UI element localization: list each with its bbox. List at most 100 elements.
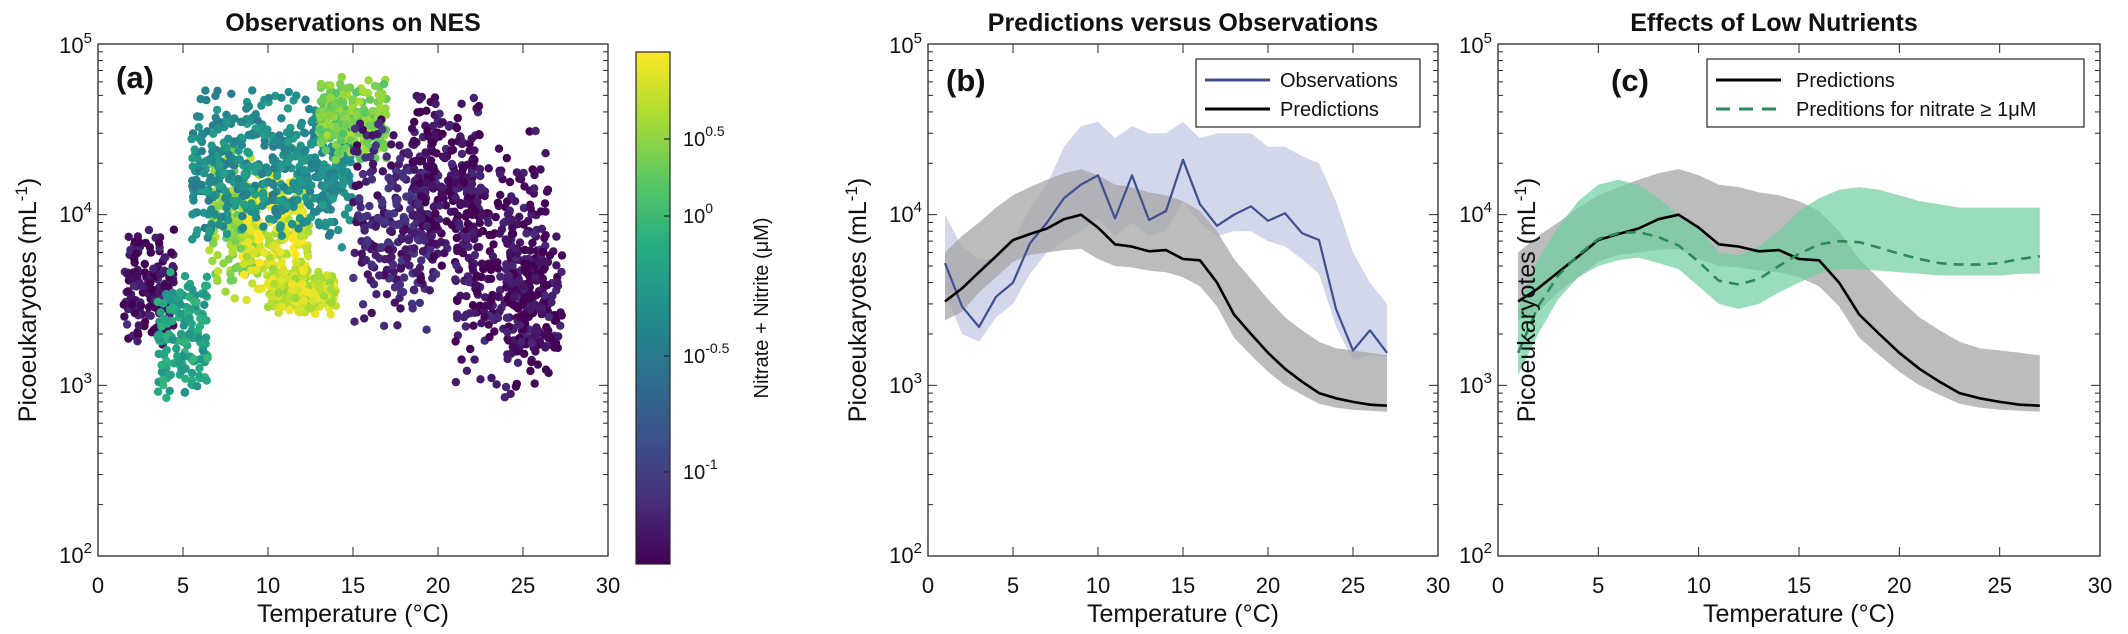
scatter-point xyxy=(382,290,392,299)
scatter-point xyxy=(407,299,417,308)
scatter-point xyxy=(519,297,528,306)
scatter-point xyxy=(557,251,567,260)
scatter-point xyxy=(371,222,380,231)
scatter-point xyxy=(318,164,327,173)
scatter-point xyxy=(300,165,309,175)
scatter-point xyxy=(492,380,501,389)
panel-b-xtick: 5 xyxy=(1007,573,1019,598)
scatter-point xyxy=(315,125,324,134)
colorbar-tick-label: 100.5 xyxy=(683,123,725,151)
scatter-point xyxy=(321,146,330,155)
panel-b-legend xyxy=(1195,58,1421,128)
panel-a-xtick: 20 xyxy=(426,573,450,598)
scatter-point xyxy=(378,167,387,176)
scatter-point xyxy=(289,178,298,188)
scatter-point xyxy=(515,212,524,221)
scatter-point xyxy=(191,291,200,300)
scatter-point xyxy=(396,264,405,273)
panel-a-xtick: 25 xyxy=(511,573,535,598)
scatter-point xyxy=(519,282,528,291)
scatter-point xyxy=(197,180,206,190)
scatter-point xyxy=(122,320,132,329)
scatter-point xyxy=(268,153,277,162)
scatter-point xyxy=(326,284,336,294)
scatter-point xyxy=(350,248,359,258)
scatter-point xyxy=(393,184,402,193)
scatter-point xyxy=(467,134,476,143)
scatter-point xyxy=(348,95,357,104)
scatter-point xyxy=(194,123,203,132)
scatter-point xyxy=(176,300,185,309)
scatter-point xyxy=(438,118,447,127)
scatter-point xyxy=(367,175,377,184)
scatter-point xyxy=(235,155,244,164)
panel-a-xtick: 15 xyxy=(341,573,365,598)
scatter-point xyxy=(350,317,359,326)
scatter-point xyxy=(453,113,462,123)
scatter-point xyxy=(538,274,548,283)
scatter-point xyxy=(357,237,366,246)
scatter-point xyxy=(494,292,503,301)
scatter-point xyxy=(361,256,371,265)
scatter-point xyxy=(477,259,487,268)
scatter-point xyxy=(269,241,278,251)
scatter-point xyxy=(415,298,424,308)
scatter-point xyxy=(189,196,198,205)
scatter-point xyxy=(441,201,451,210)
scatter-point xyxy=(222,110,231,120)
scatter-point xyxy=(452,261,461,270)
scatter-point xyxy=(508,261,517,270)
scatter-point xyxy=(410,244,419,253)
scatter-point xyxy=(146,278,155,288)
scatter-point xyxy=(488,252,498,261)
scatter-point xyxy=(469,228,478,238)
scatter-point xyxy=(470,355,479,364)
scatter-point xyxy=(547,298,556,307)
scatter-point xyxy=(162,393,171,402)
scatter-point xyxy=(456,291,465,300)
scatter-point xyxy=(494,144,504,153)
panel-c-title: Effects of Low Nutrients xyxy=(1630,9,1918,37)
scatter-point xyxy=(355,194,364,203)
scatter-point xyxy=(251,209,260,218)
scatter-point xyxy=(270,137,279,146)
scatter-point xyxy=(435,201,444,210)
scatter-point xyxy=(454,218,464,228)
scatter-point xyxy=(422,221,431,231)
scatter-point xyxy=(272,171,282,181)
scatter-point xyxy=(263,125,272,134)
legend-observations-label: Observations xyxy=(1280,70,1398,92)
scatter-point xyxy=(384,173,393,182)
scatter-point xyxy=(239,270,249,279)
scatter-point xyxy=(552,261,561,270)
scatter-point xyxy=(502,235,512,244)
scatter-point xyxy=(310,309,320,318)
scatter-point xyxy=(213,275,222,284)
scatter-point xyxy=(308,296,318,305)
scatter-point xyxy=(176,309,185,318)
scatter-point xyxy=(468,262,477,272)
scatter-point xyxy=(379,321,389,331)
scatter-point xyxy=(275,131,284,140)
scatter-point xyxy=(219,259,228,268)
scatter-point xyxy=(467,179,477,189)
scatter-point xyxy=(219,169,228,179)
scatter-point xyxy=(331,101,340,110)
scatter-point xyxy=(384,209,393,219)
scatter-point xyxy=(196,314,205,323)
scatter-point xyxy=(339,177,348,186)
scatter-point xyxy=(451,275,460,284)
scatter-point xyxy=(435,109,444,119)
scatter-point xyxy=(373,191,382,200)
scatter-point xyxy=(503,354,512,364)
scatter-point xyxy=(417,256,426,265)
panel-c-xtick: 5 xyxy=(1592,573,1604,598)
scatter-point xyxy=(305,304,315,313)
scatter-point xyxy=(327,298,336,307)
scatter-point xyxy=(386,226,395,235)
scatter-point xyxy=(447,159,457,169)
scatter-point xyxy=(503,210,513,219)
scatter-point xyxy=(541,149,550,158)
scatter-point xyxy=(366,168,375,177)
panel-a-xtick: 10 xyxy=(256,573,280,598)
